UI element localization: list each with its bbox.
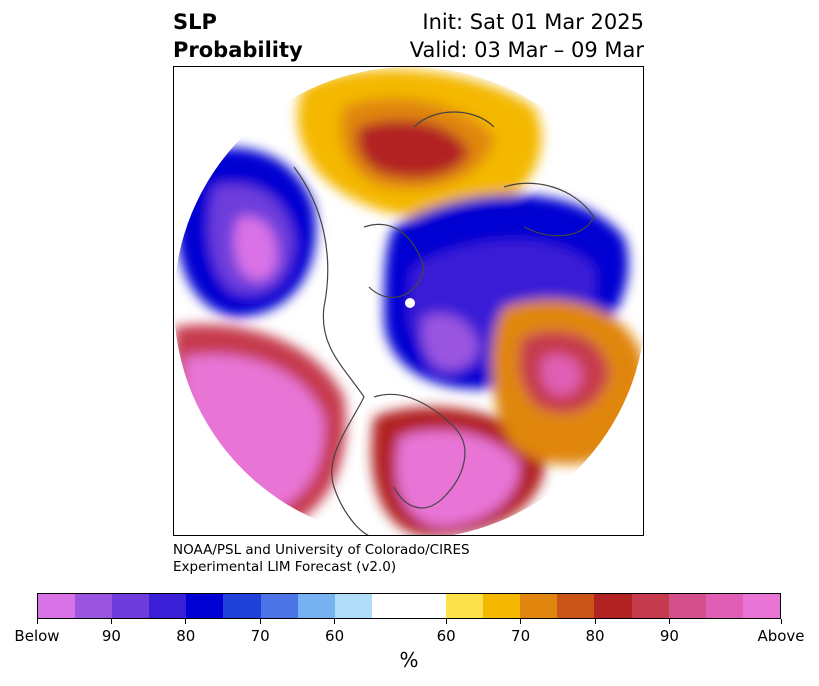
colorbar-tick-label: 70 [511,627,531,645]
colorbar-above-segment [668,594,706,618]
colorbar-tick-label: 90 [659,627,679,645]
north-pole-marker [405,298,415,308]
colorbar-above-segment [483,594,521,618]
colorbar-below-segment [75,594,113,618]
colorbar-below-segment [38,594,76,618]
colorbar-above-segment [520,594,558,618]
colorbar-tick-mark [668,619,670,624]
colorbar-below-segment [334,594,372,618]
colorbar-above-segment [631,594,669,618]
coastlines [293,111,595,535]
colorbar-tick-mark [185,619,187,624]
title-right: Init: Sat 01 Mar 2025 Valid: 03 Mar – 09… [410,8,644,64]
colorbar-above-segment [742,594,780,618]
colorbar-neutral-segment [371,594,447,618]
colorbar-tick-label: Above [757,627,805,645]
colorbar-tick-label: 80 [585,627,605,645]
colorbar-below-segment [223,594,261,618]
colorbar-below-segment [297,594,335,618]
colorbar-above-segment [446,594,484,618]
colorbar-tick-mark [259,619,261,624]
credit-text: NOAA/PSL and University of Colorado/CIRE… [173,542,470,576]
colorbar-tick-label: Below [14,627,60,645]
colorbar-tick-mark [594,619,596,624]
colorbar-tick-mark [36,619,38,624]
colorbar-below-segment [112,594,150,618]
colorbar-tick-mark [780,619,782,624]
colorbar-tick-mark [520,619,522,624]
valid-range: Valid: 03 Mar – 09 Mar [409,38,644,62]
credit-line-1: NOAA/PSL and University of Colorado/CIRE… [173,542,470,558]
title-left: SLP Probability [173,8,303,64]
colorbar [37,593,781,619]
colorbar-below-segment [149,594,187,618]
init-date: Init: Sat 01 Mar 2025 [422,10,644,34]
colorbar-tick-label: 60 [325,627,345,645]
colorbar-below-segment [260,594,298,618]
colorbar-tick-label: 80 [176,627,196,645]
colorbar-tick-label: 90 [101,627,121,645]
title-type: Probability [173,38,303,62]
colorbar-tick-mark [110,619,112,624]
colorbar-unit: % [399,648,419,672]
probability-field [174,67,643,535]
colorbar-tick-label: 60 [436,627,456,645]
colorbar-below-segment [186,594,224,618]
forecast-map [173,66,644,536]
colorbar-tick-mark [334,619,336,624]
probability-map-svg [174,67,643,535]
title-variable: SLP [173,10,217,34]
credit-line-2: Experimental LIM Forecast (v2.0) [173,559,397,575]
colorbar-above-segment [557,594,595,618]
colorbar-above-segment [594,594,632,618]
colorbar-above-segment [705,594,743,618]
colorbar-tick-label: 70 [250,627,270,645]
colorbar-tick-mark [445,619,447,624]
